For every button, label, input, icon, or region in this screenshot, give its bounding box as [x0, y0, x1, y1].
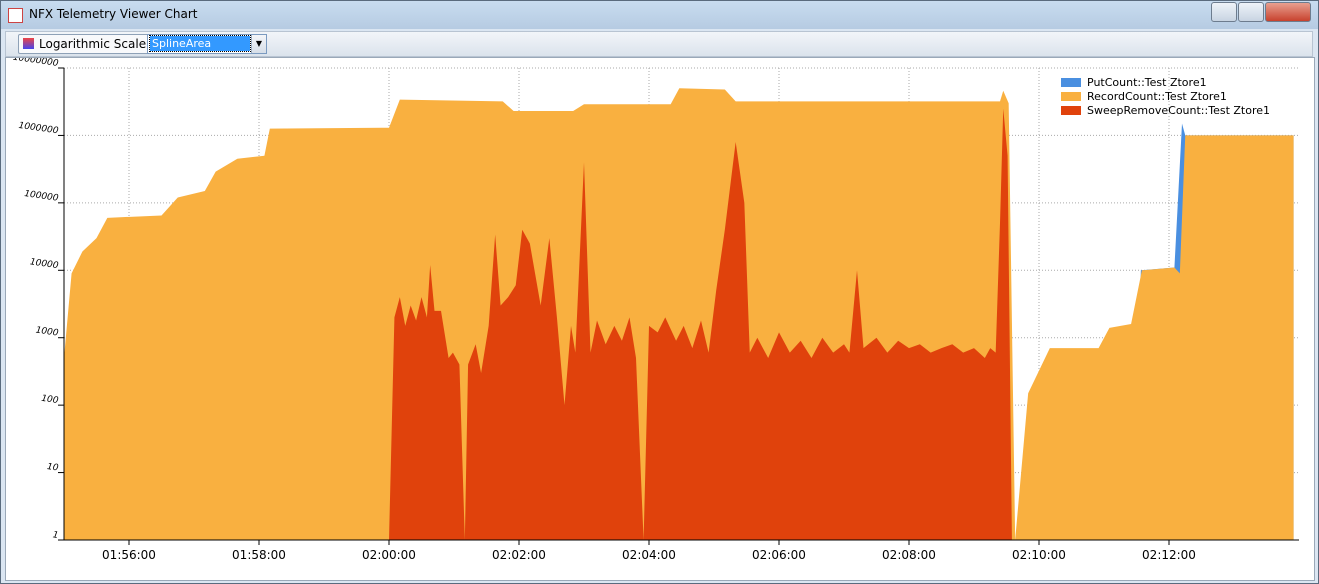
y-tick-label: 100: [41, 394, 60, 406]
x-tick-label: 02:08:00: [882, 548, 936, 562]
toolbar: Logarithmic Scale SplineArea ▼: [5, 31, 1313, 57]
y-tick-label: 1000: [35, 326, 59, 339]
legend-swatch: [1061, 92, 1081, 101]
maximize-button[interactable]: [1238, 2, 1264, 22]
y-tick-label: 1000000: [18, 121, 59, 137]
log-scale-button[interactable]: Logarithmic Scale: [18, 34, 152, 54]
app-icon: [8, 8, 23, 23]
x-tick-label: 02:10:00: [1012, 548, 1066, 562]
x-tick-label: 02:06:00: [752, 548, 806, 562]
title-bar: NFX Telemetry Viewer Chart: [1, 1, 1318, 29]
area: [389, 108, 1012, 541]
legend-swatch: [1061, 106, 1081, 115]
y-tick-label: 100000: [24, 189, 60, 204]
y-tick-label: 10000: [29, 257, 59, 271]
close-button[interactable]: [1265, 2, 1311, 22]
legend-swatch: [1061, 78, 1081, 87]
window-title: NFX Telemetry Viewer Chart: [29, 7, 198, 21]
x-tick-label: 02:04:00: [622, 548, 676, 562]
y-tick-label: 1: [52, 530, 59, 541]
y-tick-label: 10: [46, 462, 59, 474]
chart-type-select[interactable]: SplineArea ▼: [147, 34, 267, 54]
chart-type-value: SplineArea: [149, 35, 251, 52]
legend-label: RecordCount::Test Ztore1: [1087, 90, 1227, 103]
x-tick-label: 02:00:00: [362, 548, 416, 562]
x-tick-label: 01:58:00: [232, 548, 286, 562]
dropdown-arrow[interactable]: ▼: [251, 35, 266, 53]
y-tick-label: 10000000: [12, 57, 59, 69]
legend-label: SweepRemoveCount::Test Ztore1: [1087, 104, 1270, 117]
minimize-button[interactable]: [1211, 2, 1237, 22]
x-tick-label: 02:02:00: [492, 548, 546, 562]
x-tick-label: 01:56:00: [102, 548, 156, 562]
chart: 1 10 100 1000 10000 100000 1000000 10000000 01:5…: [5, 57, 1315, 581]
legend-label: PutCount::Test Ztore1: [1087, 76, 1207, 89]
x-tick-label: 02:12:00: [1142, 548, 1196, 562]
